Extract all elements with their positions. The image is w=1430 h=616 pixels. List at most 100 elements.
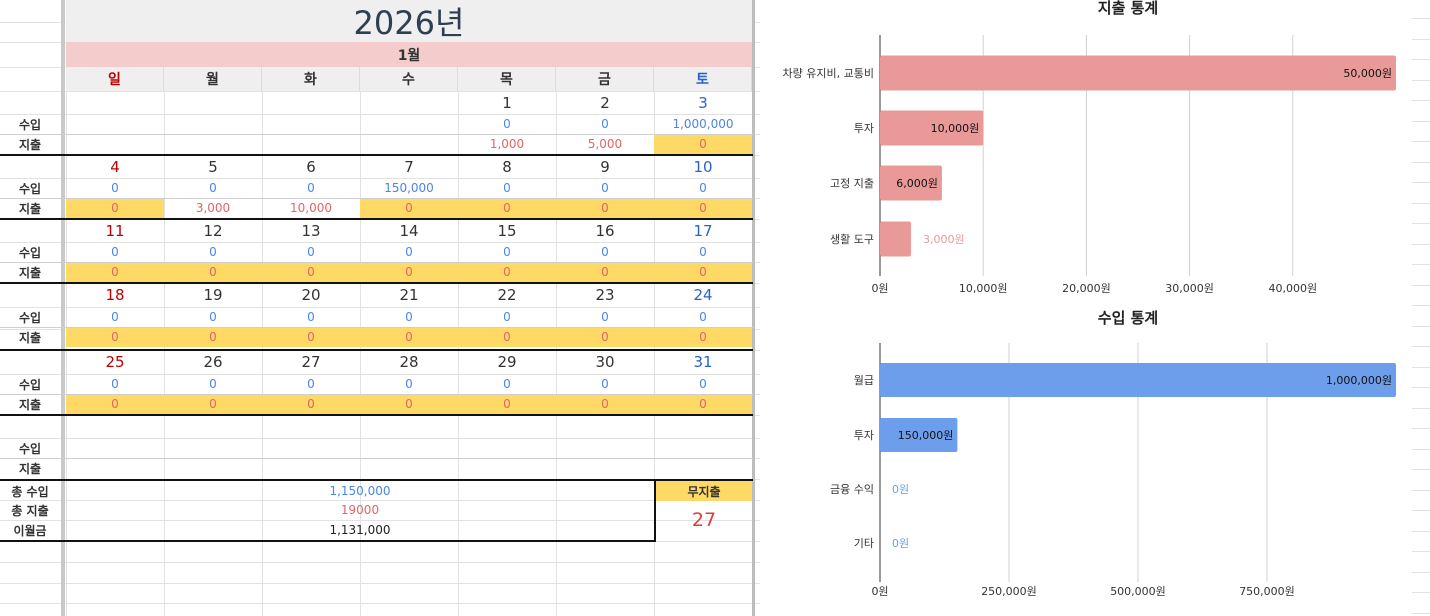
income-cell[interactable]: 0 bbox=[699, 377, 707, 391]
expense-cell[interactable]: 0 bbox=[458, 198, 556, 218]
date-cell: 18 bbox=[105, 286, 125, 304]
expense-cell[interactable]: 0 bbox=[66, 262, 164, 282]
income-cell[interactable] bbox=[66, 438, 164, 458]
expense-cell[interactable] bbox=[66, 134, 164, 154]
income-cell[interactable]: 0 bbox=[111, 310, 119, 324]
date-cell: 5 bbox=[208, 157, 218, 176]
expense-cell[interactable]: 0 bbox=[66, 394, 164, 414]
row-border bbox=[0, 327, 753, 328]
expense-cell[interactable]: 0 bbox=[262, 327, 360, 347]
income-cell[interactable]: 0 bbox=[209, 377, 217, 391]
expense-cell[interactable]: 0 bbox=[458, 394, 556, 414]
income-cell[interactable] bbox=[654, 438, 752, 458]
income-cell[interactable] bbox=[66, 114, 164, 134]
income-cell[interactable] bbox=[164, 438, 262, 458]
x-tick-label: 10,000원 bbox=[959, 282, 1008, 295]
income-cell[interactable] bbox=[556, 438, 654, 458]
income-cell[interactable]: 0 bbox=[405, 245, 413, 259]
expense-cell[interactable]: 0 bbox=[556, 198, 654, 218]
income-cell[interactable] bbox=[458, 438, 556, 458]
income-cell[interactable]: 150,000 bbox=[384, 181, 434, 195]
date-cell bbox=[654, 415, 752, 438]
income-cell[interactable]: 0 bbox=[699, 245, 707, 259]
x-tick-label: 30,000원 bbox=[1165, 282, 1214, 295]
expense-cell[interactable] bbox=[556, 458, 654, 478]
income-cell[interactable]: 0 bbox=[405, 310, 413, 324]
expense-cell[interactable]: 10,000 bbox=[290, 201, 332, 215]
expense-cell[interactable] bbox=[66, 458, 164, 478]
income-cell[interactable]: 0 bbox=[307, 245, 315, 259]
expense-cell[interactable]: 0 bbox=[556, 262, 654, 282]
income-cell[interactable]: 0 bbox=[503, 117, 511, 131]
expense-cell[interactable]: 0 bbox=[66, 327, 164, 347]
income-cell[interactable]: 0 bbox=[503, 245, 511, 259]
category-label: 투자 bbox=[854, 122, 874, 135]
income-cell[interactable]: 0 bbox=[601, 377, 609, 391]
expense-cell[interactable]: 0 bbox=[458, 262, 556, 282]
income-cell[interactable] bbox=[164, 114, 262, 134]
expense-cell[interactable]: 0 bbox=[654, 327, 752, 347]
income-cell[interactable]: 0 bbox=[307, 377, 315, 391]
expense-cell[interactable] bbox=[458, 458, 556, 478]
income-cell[interactable]: 0 bbox=[601, 181, 609, 195]
expense-cell[interactable]: 0 bbox=[164, 262, 262, 282]
income-cell[interactable]: 0 bbox=[503, 377, 511, 391]
expense-cell[interactable]: 0 bbox=[164, 327, 262, 347]
expense-cell[interactable]: 0 bbox=[654, 134, 752, 154]
income-cell[interactable] bbox=[360, 438, 458, 458]
income-cell[interactable]: 0 bbox=[503, 310, 511, 324]
expense-cell[interactable] bbox=[164, 458, 262, 478]
expense-cell[interactable]: 0 bbox=[556, 394, 654, 414]
expense-cell[interactable] bbox=[654, 458, 752, 478]
income-cell[interactable]: 0 bbox=[111, 377, 119, 391]
expense-cell[interactable]: 0 bbox=[654, 198, 752, 218]
income-cell[interactable]: 0 bbox=[209, 310, 217, 324]
expense-cell[interactable]: 0 bbox=[360, 394, 458, 414]
expense-cell[interactable]: 0 bbox=[556, 327, 654, 347]
income-cell[interactable]: 0 bbox=[405, 377, 413, 391]
income-cell[interactable]: 0 bbox=[699, 310, 707, 324]
expense-cell[interactable] bbox=[262, 134, 360, 154]
expense-cell[interactable] bbox=[262, 458, 360, 478]
expense-cell[interactable]: 0 bbox=[262, 262, 360, 282]
expense-cell[interactable]: 0 bbox=[654, 262, 752, 282]
expense-cell[interactable]: 0 bbox=[654, 394, 752, 414]
income-cell[interactable] bbox=[262, 438, 360, 458]
row-border bbox=[0, 262, 753, 263]
income-cell[interactable] bbox=[262, 114, 360, 134]
expense-cell[interactable]: 0 bbox=[66, 198, 164, 218]
expense-cell[interactable] bbox=[360, 458, 458, 478]
income-cell[interactable]: 0 bbox=[111, 245, 119, 259]
expense-cell[interactable] bbox=[360, 134, 458, 154]
income-cell[interactable]: 0 bbox=[601, 117, 609, 131]
expense-cell[interactable]: 0 bbox=[360, 198, 458, 218]
income-cell[interactable]: 0 bbox=[601, 245, 609, 259]
expense-cell[interactable]: 5,000 bbox=[587, 137, 623, 151]
income-cell[interactable]: 0 bbox=[699, 181, 707, 195]
x-tick-label: 250,000원 bbox=[981, 585, 1037, 598]
income-cell[interactable]: 0 bbox=[209, 245, 217, 259]
income-cell[interactable]: 0 bbox=[307, 310, 315, 324]
expense-cell[interactable]: 0 bbox=[262, 394, 360, 414]
expense-cell[interactable]: 0 bbox=[164, 394, 262, 414]
expense-cell[interactable]: 0 bbox=[458, 327, 556, 347]
week-separator bbox=[0, 414, 753, 416]
income-cell[interactable]: 0 bbox=[307, 181, 315, 195]
income-cell[interactable]: 0 bbox=[503, 181, 511, 195]
income-cell[interactable]: 0 bbox=[111, 181, 119, 195]
grid-row-line bbox=[1412, 121, 1430, 122]
income-cell[interactable]: 0 bbox=[209, 181, 217, 195]
date-cell bbox=[360, 415, 458, 438]
income-cell[interactable]: 1,000,000 bbox=[672, 117, 734, 131]
weekday-header: 일 bbox=[66, 67, 164, 91]
income-cell[interactable]: 0 bbox=[601, 310, 609, 324]
date-cell bbox=[66, 415, 164, 438]
expense-cell[interactable]: 3,000 bbox=[195, 201, 231, 215]
expense-cell[interactable]: 0 bbox=[360, 262, 458, 282]
expense-cell[interactable]: 1,000 bbox=[489, 137, 525, 151]
expense-row-label: 지출 bbox=[18, 137, 42, 152]
expense-cell[interactable] bbox=[164, 134, 262, 154]
expense-cell[interactable]: 0 bbox=[360, 327, 458, 347]
income-cell[interactable] bbox=[360, 114, 458, 134]
grid-row-line bbox=[1412, 490, 1430, 491]
